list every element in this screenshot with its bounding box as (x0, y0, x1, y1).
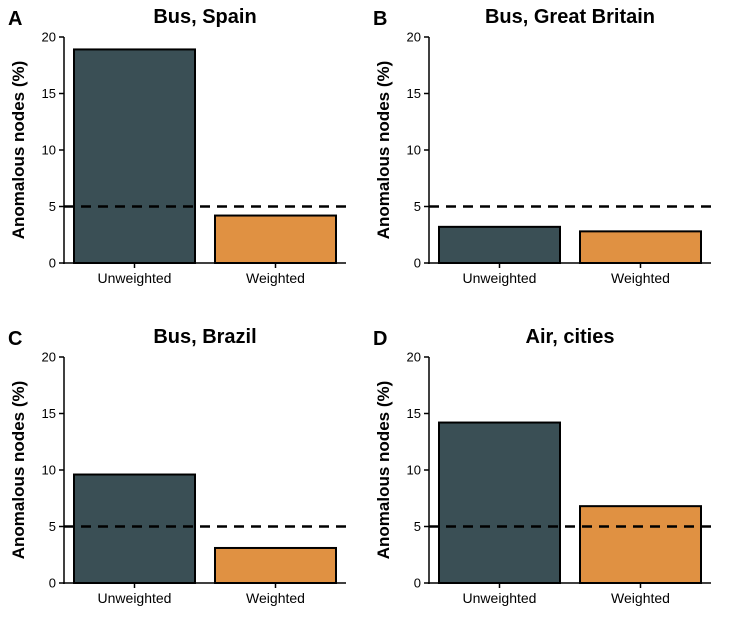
x-tick-label: Weighted (246, 590, 305, 606)
y-tick-label: 0 (414, 256, 421, 271)
y-tick-label: 20 (42, 30, 56, 45)
y-tick-label: 0 (414, 576, 421, 591)
y-tick-label: 0 (49, 576, 56, 591)
panel-letter: A (8, 8, 22, 30)
panel-letter: B (373, 8, 387, 30)
chart-title: Bus, Great Britain (485, 6, 655, 28)
x-tick-label: Unweighted (98, 270, 172, 286)
x-tick-label: Unweighted (463, 590, 537, 606)
y-tick-label: 0 (49, 256, 56, 271)
x-tick-label: Weighted (611, 270, 670, 286)
bar-weighted (214, 546, 337, 584)
y-axis-label: Anomalous nodes (%) (9, 381, 28, 560)
y-tick-label: 5 (49, 199, 56, 214)
y-tick-label: 15 (42, 406, 56, 421)
bar-unweighted (438, 421, 561, 585)
bar-weighted (579, 230, 702, 264)
bar-unweighted (73, 48, 196, 265)
chart-title: Air, cities (526, 326, 615, 348)
y-tick-label: 20 (42, 350, 56, 365)
y-tick-label: 5 (414, 519, 421, 534)
y-axis-label: Anomalous nodes (%) (374, 381, 393, 560)
y-tick-label: 20 (407, 30, 421, 45)
bar-weighted (214, 214, 337, 264)
y-tick-label: 10 (42, 463, 56, 478)
x-tick-label: Unweighted (463, 270, 537, 286)
bar-unweighted (438, 225, 561, 264)
x-tick-label: Unweighted (98, 590, 172, 606)
panel-b: B Bus, Great Britain Anomalous nodes (%) 0 5… (373, 6, 711, 286)
y-tick-label: 15 (42, 86, 56, 101)
y-tick-label: 5 (414, 199, 421, 214)
panel-a: A Bus, Spain Anomalous nodes (%) 0 5 10 15 20 Un… (8, 6, 346, 286)
panel-d: D Air, cities Anomalous nodes (%) 0 5 10 15 20 U… (373, 326, 711, 606)
panel-letter: D (373, 328, 387, 350)
y-tick-label: 20 (407, 350, 421, 365)
chart-title: Bus, Spain (153, 6, 256, 28)
y-tick-label: 10 (42, 143, 56, 158)
y-tick-label: 15 (407, 86, 421, 101)
y-tick-label: 15 (407, 406, 421, 421)
panel-c: C Bus, Brazil Anomalous nodes (%) 0 5 10 15 20 U… (8, 326, 346, 606)
panel-letter: C (8, 328, 22, 350)
bar-unweighted (73, 473, 196, 584)
y-tick-label: 10 (407, 463, 421, 478)
y-tick-label: 10 (407, 143, 421, 158)
x-tick-label: Weighted (246, 270, 305, 286)
y-tick-label: 5 (49, 519, 56, 534)
y-axis-label: Anomalous nodes (%) (9, 61, 28, 240)
x-tick-label: Weighted (611, 590, 670, 606)
bar-weighted (579, 505, 702, 584)
y-axis-label: Anomalous nodes (%) (374, 61, 393, 240)
chart-title: Bus, Brazil (153, 326, 256, 348)
